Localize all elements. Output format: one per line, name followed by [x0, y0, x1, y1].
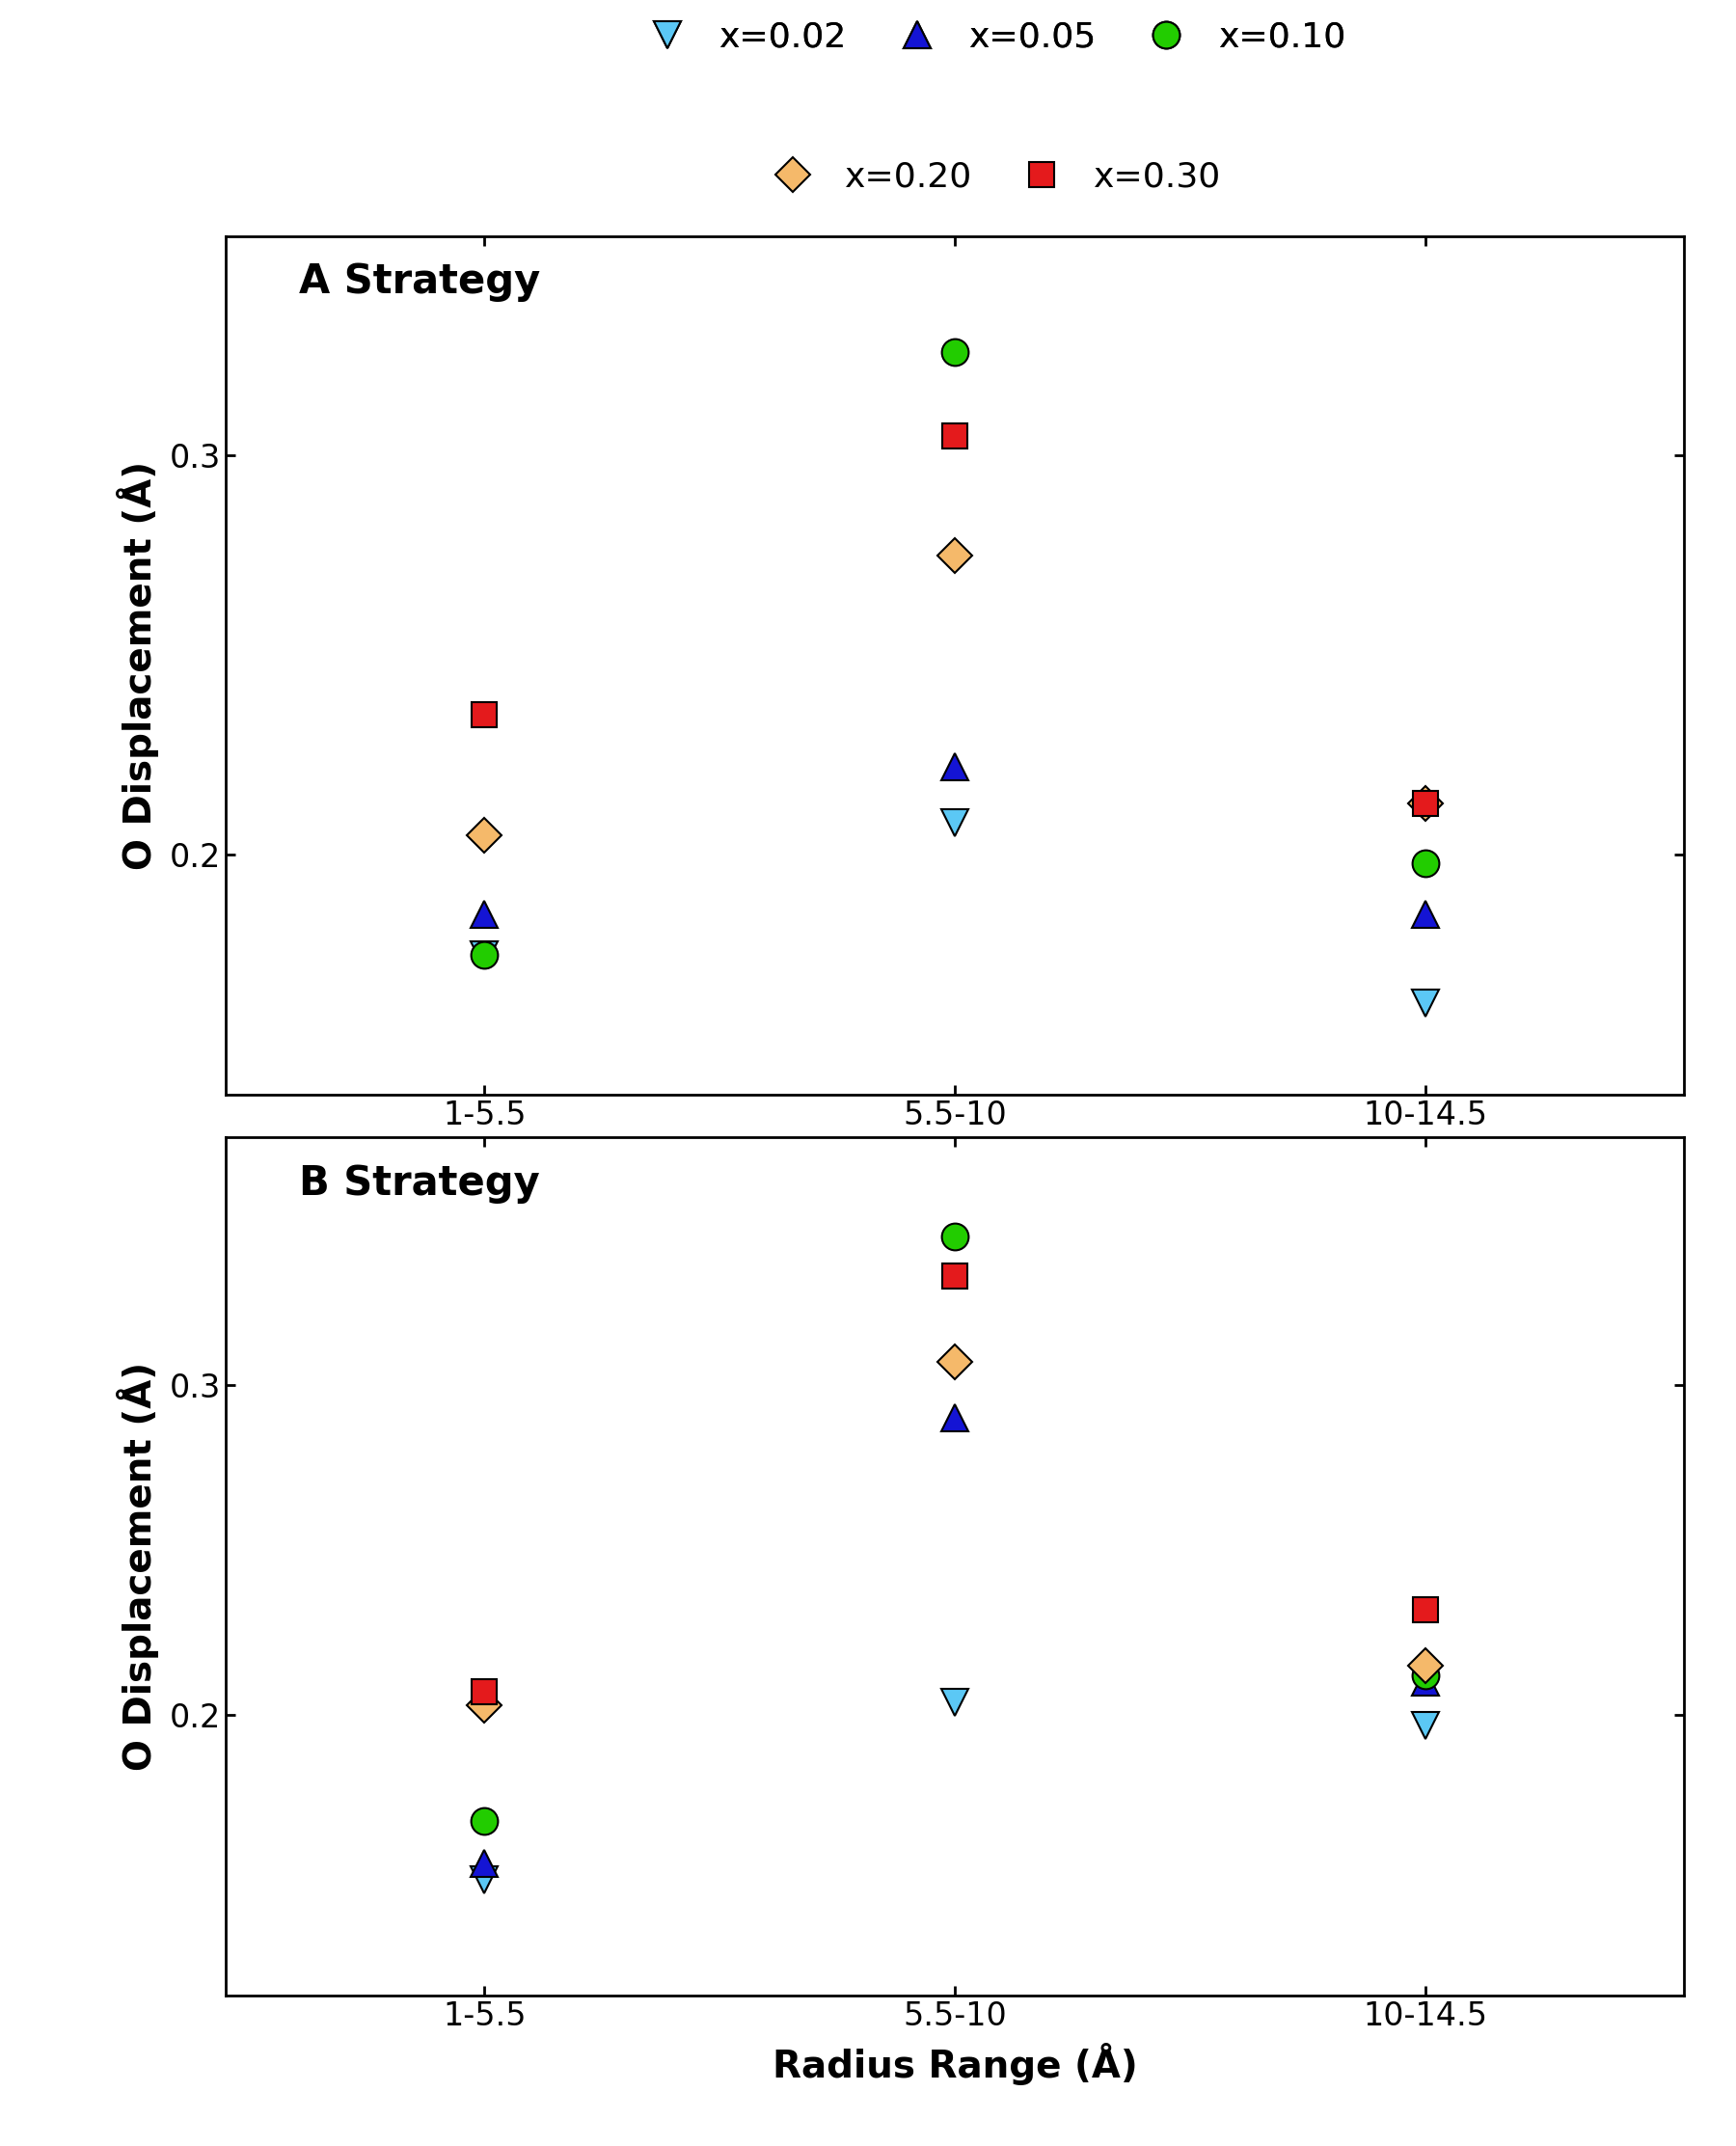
- Y-axis label: O Displacement (Å): O Displacement (Å): [116, 461, 158, 869]
- Text: A Strategy: A Strategy: [299, 262, 540, 303]
- Legend: x=0.20, x=0.30: x=0.20, x=0.30: [753, 157, 1226, 197]
- Y-axis label: O Displacement (Å): O Displacement (Å): [116, 1363, 158, 1770]
- Legend: x=0.02, x=0.05, x=0.10: x=0.02, x=0.05, x=0.10: [628, 17, 1351, 58]
- X-axis label: Radius Range (Å): Radius Range (Å): [773, 2043, 1137, 2086]
- Text: B Strategy: B Strategy: [299, 1163, 540, 1204]
